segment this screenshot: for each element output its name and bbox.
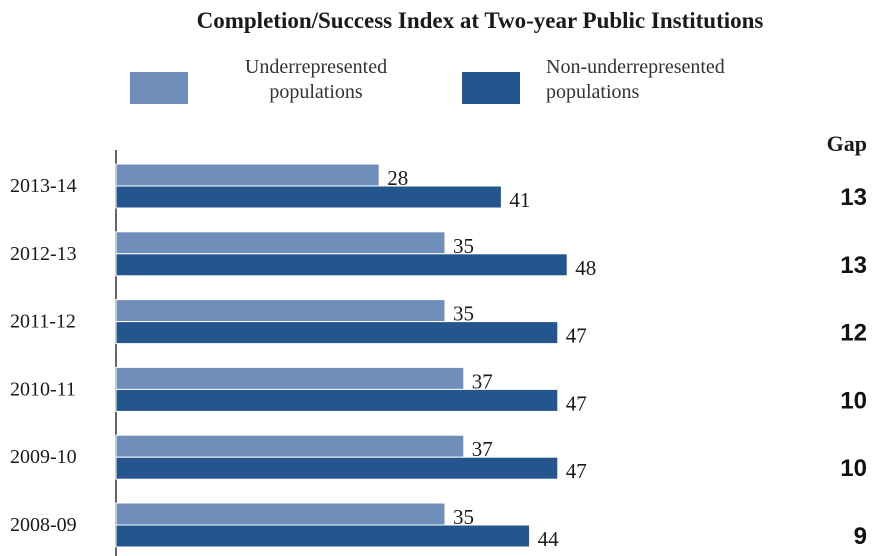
- legend: Underrepresented populations Non-underre…: [130, 56, 725, 104]
- gap-value: 13: [840, 252, 867, 279]
- bar-non-underrepresented: [115, 456, 559, 480]
- data-label-underrepresented: 28: [387, 166, 408, 190]
- chart-marks: 2013-14 28 41 13 2012-13 35 48 13 2011-12 35 47 12 2…: [10, 163, 867, 551]
- bar-non-underrepresented: [115, 524, 531, 548]
- bar-non-underrepresented: [115, 388, 559, 412]
- gap-header: Gap: [827, 131, 867, 156]
- data-label-underrepresented: 37: [472, 437, 493, 461]
- data-label-non-underrepresented: 47: [566, 324, 587, 348]
- data-label-underrepresented: 35: [453, 505, 474, 529]
- data-label-underrepresented: 35: [453, 234, 474, 258]
- legend-label-underrepresented-line2: populations: [269, 81, 363, 103]
- y-tick-label: 2011-12: [10, 311, 76, 333]
- y-tick-label: 2009-10: [10, 446, 77, 468]
- bar-non-underrepresented: [115, 253, 568, 277]
- gap-value: 9: [854, 523, 867, 550]
- data-label-underrepresented: 35: [453, 302, 474, 326]
- y-tick-label: 2008-09: [10, 514, 77, 536]
- bar-underrepresented: [115, 434, 465, 458]
- data-label-non-underrepresented: 41: [509, 188, 530, 212]
- legend-swatch-underrepresented: [130, 72, 188, 104]
- legend-label-underrepresented-line1: Underrepresented: [245, 56, 387, 78]
- legend-label-non-underrepresented-line2: populations: [546, 81, 640, 103]
- data-label-non-underrepresented: 48: [575, 256, 596, 280]
- y-tick-label: 2013-14: [10, 175, 77, 197]
- bar-underrepresented: [115, 163, 380, 187]
- bar-underrepresented: [115, 502, 446, 526]
- legend-label-non-underrepresented-line1: Non-underrepresented: [546, 56, 725, 78]
- data-label-non-underrepresented: 47: [566, 459, 587, 483]
- bar-non-underrepresented: [115, 185, 502, 209]
- gap-value: 13: [840, 184, 867, 211]
- gap-value: 10: [840, 387, 867, 414]
- gap-value: 12: [840, 320, 867, 347]
- bar-non-underrepresented: [115, 321, 559, 345]
- legend-swatch-non-underrepresented: [462, 72, 520, 104]
- bar-underrepresented: [115, 366, 465, 390]
- y-tick-label: 2012-13: [10, 243, 77, 265]
- data-label-underrepresented: 37: [472, 369, 493, 393]
- chart-title: Completion/Success Index at Two-year Pub…: [197, 8, 764, 33]
- y-tick-label: 2010-11: [10, 378, 76, 400]
- bar-underrepresented: [115, 231, 446, 255]
- data-label-non-underrepresented: 44: [538, 527, 560, 551]
- data-label-non-underrepresented: 47: [566, 391, 587, 415]
- gap-value: 10: [840, 455, 867, 482]
- bar-underrepresented: [115, 299, 446, 323]
